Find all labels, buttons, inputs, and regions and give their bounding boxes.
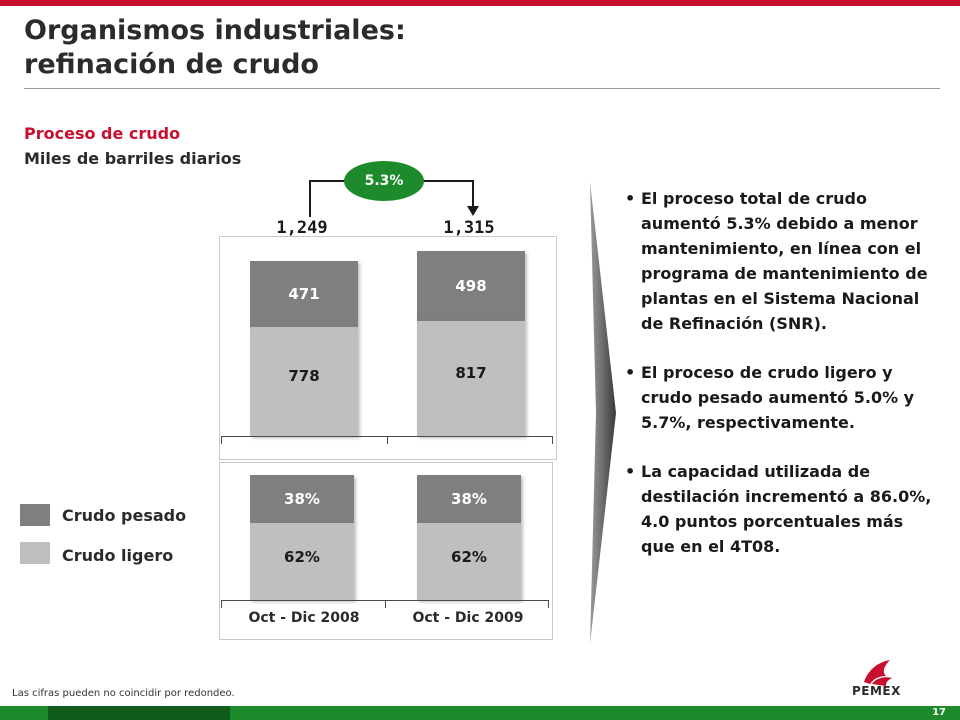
value-label-ligero-2008: 778 [288, 366, 320, 385]
growth-connector-line-right [420, 180, 474, 208]
value-label-ligero-2009: 817 [455, 363, 487, 382]
title-divider [24, 88, 940, 89]
chart-volume-tick-mid [387, 436, 388, 444]
commentary-list: • El proceso total de crudo aumentó 5.3% … [621, 186, 941, 583]
legend-ligero-label: Crudo ligero [62, 546, 174, 565]
growth-connector [309, 180, 479, 217]
chart-share-tick-right [548, 600, 549, 608]
total-label-2009: 1,315 [443, 218, 495, 238]
growth-connector-line [309, 180, 355, 217]
top-accent-bar [0, 0, 960, 6]
page-title-line1: Organismos industriales: [24, 15, 406, 46]
commentary-text: El proceso de crudo ligero y crudo pesad… [641, 363, 915, 432]
bar-ligero-2009 [417, 321, 525, 436]
chart-units: Miles de barriles diarios [24, 149, 242, 168]
bar-share-ligero-2009 [417, 522, 521, 600]
category-label-2008: Oct - Dic 2008 [248, 610, 360, 626]
bar-pesado-2009 [417, 251, 525, 322]
commentary-item: • El proceso total de crudo aumentó 5.3% … [621, 186, 941, 336]
bullet-icon: • [625, 189, 636, 208]
legend-pesado-label: Crudo pesado [62, 506, 187, 525]
page-title: Organismos industriales: refinación de c… [24, 14, 406, 82]
share-label-ligero-2009: 62% [451, 548, 487, 567]
bottom-accent-bar [0, 706, 960, 720]
total-label-2008: 1,249 [276, 218, 328, 238]
growth-badge: 5.3% [344, 161, 424, 201]
bar-ligero-2008 [250, 326, 358, 436]
bar-share-pesado-2008 [250, 475, 354, 523]
growth-arrow-head [467, 206, 479, 216]
page-title-line2: refinación de crudo [24, 49, 319, 80]
bar-share-pesado-2009 [417, 475, 521, 523]
chart-subtitle: Proceso de crudo [24, 124, 181, 143]
legend-pesado-swatch [20, 504, 50, 526]
value-label-pesado-2008: 471 [288, 284, 320, 303]
commentary-item: • El proceso de crudo ligero y crudo pesa… [621, 360, 941, 435]
commentary-item: • La capacidad utilizada de destilación i… [621, 459, 941, 559]
bar-share-ligero-2008 [250, 522, 354, 600]
bottom-accent-dark [48, 706, 230, 720]
chevron-divider-icon [590, 182, 616, 644]
chart-volume-tick-left [221, 436, 222, 444]
share-label-ligero-2008: 62% [284, 548, 320, 567]
chart-share-tick-mid [385, 600, 386, 608]
chart-volume-tick-right [552, 436, 553, 444]
bar-pesado-2008 [250, 260, 358, 327]
page-number: 17 [932, 707, 946, 718]
chart-share-tick-left [221, 600, 222, 608]
bullet-icon: • [625, 462, 636, 481]
commentary-text: La capacidad utilizada de destilación in… [641, 462, 932, 556]
value-label-pesado-2009: 498 [455, 277, 487, 296]
category-label-2009: Oct - Dic 2009 [412, 610, 524, 626]
share-label-pesado-2008: 38% [284, 489, 320, 508]
pemex-logo-icon [864, 660, 892, 686]
commentary-text: El proceso total de crudo aumentó 5.3% d… [641, 189, 928, 333]
pemex-logo-text: PEMEX [852, 684, 901, 698]
bullet-icon: • [625, 363, 636, 382]
legend-ligero-swatch [20, 542, 50, 564]
footnote: Las cifras pueden no coincidir por redon… [12, 688, 235, 699]
share-label-pesado-2009: 38% [451, 489, 487, 508]
